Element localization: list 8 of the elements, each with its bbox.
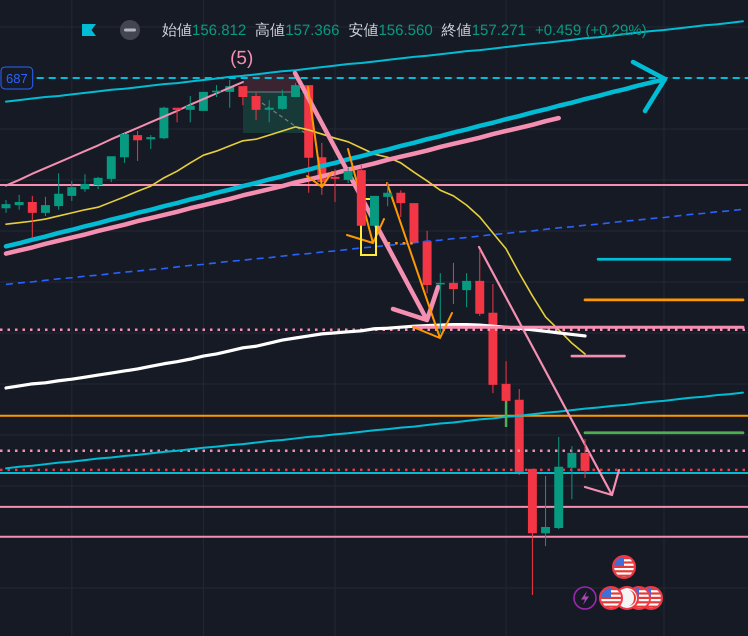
annotation: 687	[6, 70, 28, 86]
annotation: (5)	[230, 48, 254, 69]
price-label: 687	[0, 66, 34, 90]
text: +0.459 (+0.29%)	[534, 22, 647, 39]
text: 高値157.366	[255, 22, 340, 39]
text: 始値156.812	[162, 22, 246, 39]
text: 終値157.271	[440, 22, 526, 39]
text: 安値156.560	[348, 22, 433, 39]
